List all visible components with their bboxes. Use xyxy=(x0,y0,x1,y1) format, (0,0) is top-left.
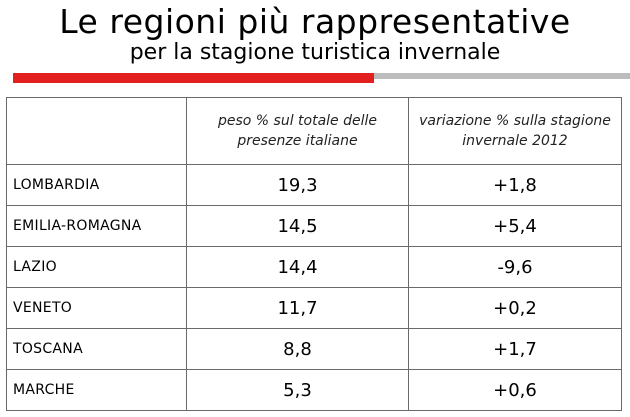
peso-value: 11,7 xyxy=(186,287,409,329)
header-peso: peso % sul totale delle presenze italian… xyxy=(186,97,409,165)
variazione-value: +0,6 xyxy=(408,369,622,411)
slide-subtitle: per la stagione turistica invernale xyxy=(129,40,501,65)
table-row: TOSCANA 8,8 +1,7 xyxy=(6,328,622,370)
slide-title: Le regioni più rappresentative xyxy=(59,2,571,41)
table-header-row: peso % sul totale delle presenze italian… xyxy=(6,97,622,165)
table-row: LAZIO 14,4 -9,6 xyxy=(6,246,622,288)
table-row: LOMBARDIA 19,3 +1,8 xyxy=(6,164,622,206)
variazione-value: +5,4 xyxy=(408,205,622,247)
peso-value: 14,4 xyxy=(186,246,409,288)
table-row: MARCHE 5,3 +0,6 xyxy=(6,369,622,411)
region-name: MARCHE xyxy=(6,369,187,411)
peso-value: 8,8 xyxy=(186,328,409,370)
variazione-value: -9,6 xyxy=(408,246,622,288)
variazione-value: +1,8 xyxy=(408,164,622,206)
table-row: VENETO 11,7 +0,2 xyxy=(6,287,622,329)
region-name: LAZIO xyxy=(6,246,187,288)
peso-value: 14,5 xyxy=(186,205,409,247)
peso-value: 5,3 xyxy=(186,369,409,411)
region-name: LOMBARDIA xyxy=(6,164,187,206)
header-variazione: variazione % sulla stagione invernale 20… xyxy=(408,97,622,165)
region-name: VENETO xyxy=(6,287,187,329)
divider-bar-red xyxy=(13,73,374,83)
region-name: EMILIA-ROMAGNA xyxy=(6,205,187,247)
variazione-value: +0,2 xyxy=(408,287,622,329)
variazione-value: +1,7 xyxy=(408,328,622,370)
region-name: TOSCANA xyxy=(6,328,187,370)
table-row: EMILIA-ROMAGNA 14,5 +5,4 xyxy=(6,205,622,247)
peso-value: 19,3 xyxy=(186,164,409,206)
header-region xyxy=(6,97,187,165)
regions-table: peso % sul totale delle presenze italian… xyxy=(6,97,622,411)
